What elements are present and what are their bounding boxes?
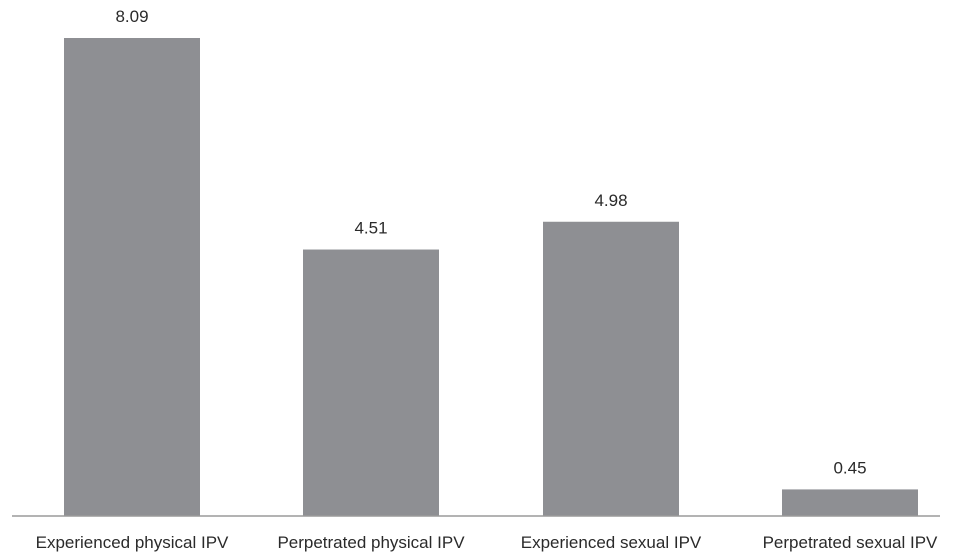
value-label-4: 0.45 <box>833 458 866 477</box>
value-label-3: 4.98 <box>594 191 627 210</box>
value-label-1: 8.09 <box>115 7 148 26</box>
bars-group <box>64 38 918 517</box>
tick-labels-group: Experienced physical IPV Perpetrated phys… <box>36 533 938 552</box>
x-tick-label-4: Perpetrated sexual IPV <box>763 533 938 552</box>
bar-1 <box>64 38 200 516</box>
bar-4 <box>782 489 918 516</box>
value-label-2: 4.51 <box>354 219 387 238</box>
x-tick-label-3: Experienced sexual IPV <box>521 533 702 552</box>
bar-2 <box>303 249 439 517</box>
value-labels-group: 8.09 4.51 4.98 0.45 <box>115 7 866 477</box>
x-tick-label-1: Experienced physical IPV <box>36 533 229 552</box>
x-tick-label-2: Perpetrated physical IPV <box>277 533 465 552</box>
bar-3 <box>543 221 679 516</box>
